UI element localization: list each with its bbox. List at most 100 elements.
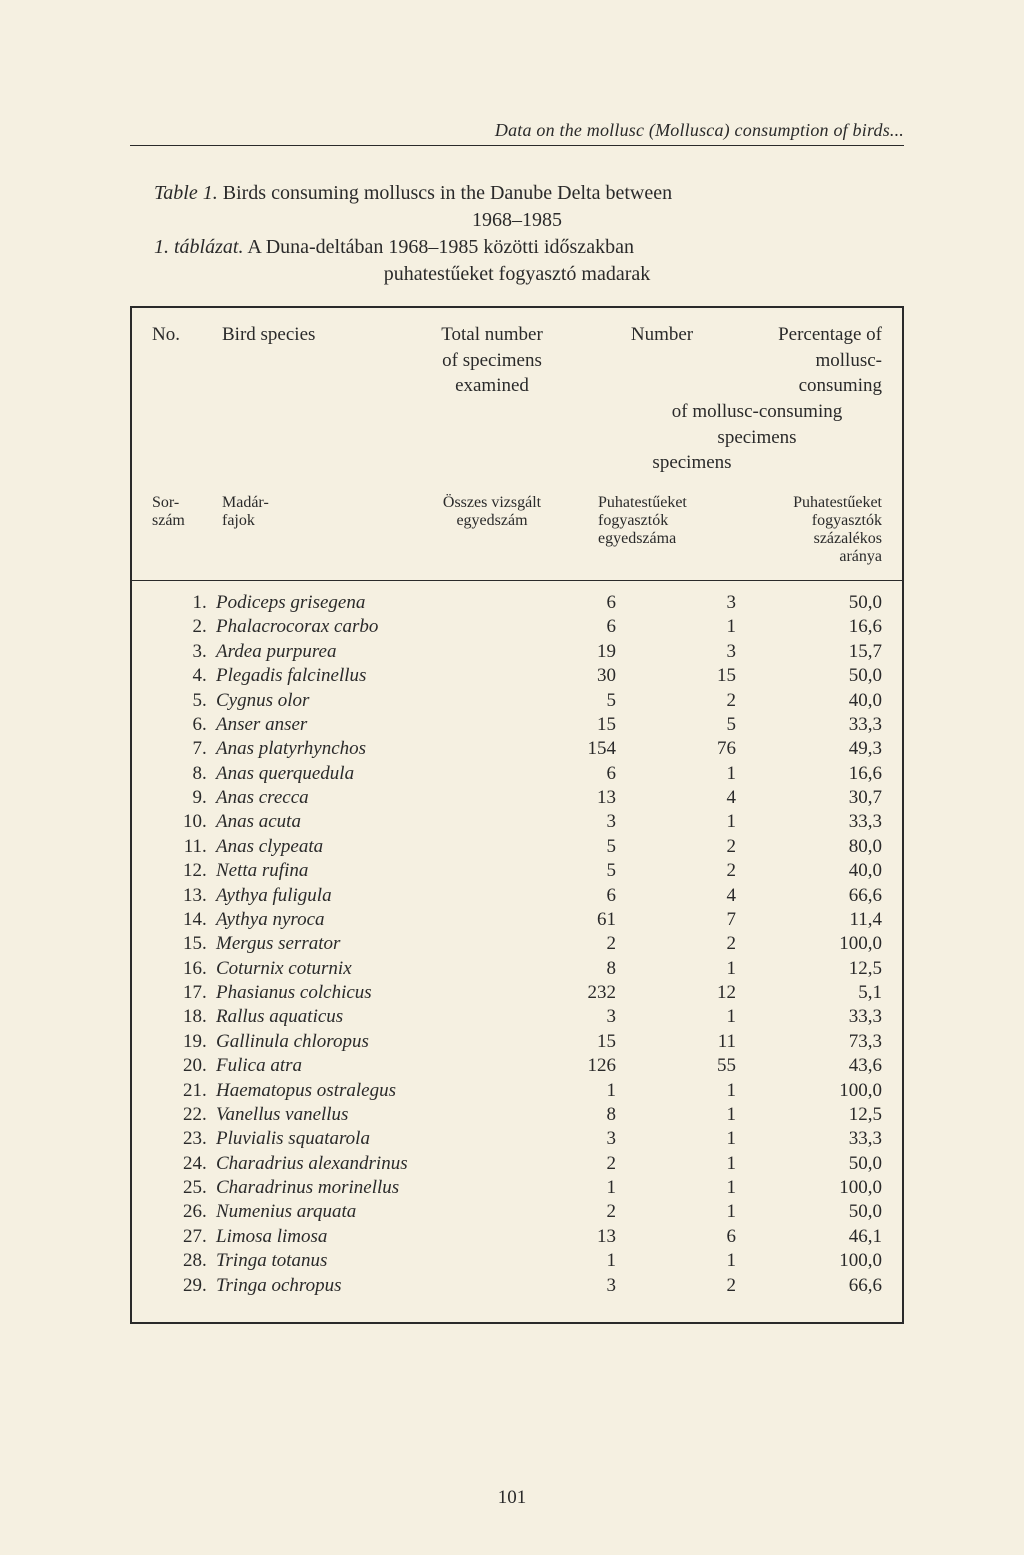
cell-total: 126 xyxy=(506,1054,616,1078)
cell-number: 4 xyxy=(616,786,736,810)
table-row: 19.Gallinula chloropus151173,3 xyxy=(152,1030,882,1054)
cell-total: 154 xyxy=(506,737,616,761)
table-frame: No. Bird species Total number Number Per… xyxy=(130,306,904,1324)
cell-total: 2 xyxy=(506,932,616,956)
table-caption: Table 1. Birds consuming molluscs in the… xyxy=(154,180,880,288)
cell-species: Phasianus colchicus xyxy=(216,981,506,1005)
cell-dot: . xyxy=(202,859,216,883)
hdr-total-l1: Total number xyxy=(392,322,592,348)
cell-percent: 50,0 xyxy=(736,1200,882,1224)
cell-number: 1 xyxy=(616,810,736,834)
cell-dot: . xyxy=(202,1273,216,1297)
cell-percent: 50,0 xyxy=(736,664,882,688)
cell-total: 6 xyxy=(506,761,616,785)
cell-species: Tringa ochropus xyxy=(216,1273,506,1297)
cell-no: 14 xyxy=(152,908,202,932)
hdr-no: No. xyxy=(152,322,222,348)
sub-a-l1: Sor- xyxy=(152,494,222,512)
cell-species: Cygnus olor xyxy=(216,688,506,712)
cell-number: 5 xyxy=(616,713,736,737)
cell-number: 1 xyxy=(616,1005,736,1029)
sub-b-l2: fajok xyxy=(222,512,392,530)
sub-d-l3: egyedszáma xyxy=(598,530,738,548)
cell-percent: 33,3 xyxy=(736,1127,882,1151)
sub-d-l2: fogyasztók xyxy=(598,512,738,530)
cell-total: 5 xyxy=(506,688,616,712)
cell-no: 6 xyxy=(152,713,202,737)
cell-total: 232 xyxy=(506,981,616,1005)
cell-number: 2 xyxy=(616,932,736,956)
sub-e-l3: százalékos xyxy=(738,530,882,548)
cell-percent: 33,3 xyxy=(736,810,882,834)
table-row: 18.Rallus aquaticus3133,3 xyxy=(152,1005,882,1029)
table-row: 13.Aythya fuligula6466,6 xyxy=(152,883,882,907)
cell-total: 1 xyxy=(506,1078,616,1102)
cell-no: 21 xyxy=(152,1078,202,1102)
cell-species: Anas crecca xyxy=(216,786,506,810)
cell-total: 61 xyxy=(506,908,616,932)
cell-no: 1 xyxy=(152,591,202,615)
cell-percent: 66,6 xyxy=(736,883,882,907)
cell-percent: 33,3 xyxy=(736,713,882,737)
cell-dot: . xyxy=(202,1151,216,1175)
cell-dot: . xyxy=(202,591,216,615)
table-row: 1.Podiceps grisegena6350,0 xyxy=(152,591,882,615)
cell-dot: . xyxy=(202,1030,216,1054)
cell-dot: . xyxy=(202,908,216,932)
cell-total: 3 xyxy=(506,1005,616,1029)
table-row: 25.Charadrinus morinellus11100,0 xyxy=(152,1176,882,1200)
table-row: 14.Aythya nyroca61711,4 xyxy=(152,908,882,932)
cell-dot: . xyxy=(202,1005,216,1029)
data-table: 1.Podiceps grisegena6350,02.Phalacrocora… xyxy=(152,591,882,1298)
cell-dot: . xyxy=(202,932,216,956)
cell-dot: . xyxy=(202,713,216,737)
cell-number: 1 xyxy=(616,1078,736,1102)
cell-no: 16 xyxy=(152,956,202,980)
hdr-pct-l1: Percentage of xyxy=(732,322,882,348)
sub-e-l2: fogyasztók xyxy=(738,512,882,530)
cell-number: 1 xyxy=(616,956,736,980)
cell-total: 3 xyxy=(506,1273,616,1297)
cell-number: 1 xyxy=(616,1200,736,1224)
hdr-span-l2: specimens xyxy=(592,450,762,476)
table-row: 17.Phasianus colchicus232125,1 xyxy=(152,981,882,1005)
table-row: 10.Anas acuta3133,3 xyxy=(152,810,882,834)
table-row: 26.Numenius arquata2150,0 xyxy=(152,1200,882,1224)
table-row: 29.Tringa ochropus3266,6 xyxy=(152,1273,882,1297)
cell-species: Gallinula chloropus xyxy=(216,1030,506,1054)
cell-percent: 100,0 xyxy=(736,932,882,956)
cell-total: 15 xyxy=(506,1030,616,1054)
sub-e-l4: aránya xyxy=(738,548,882,566)
cell-total: 19 xyxy=(506,640,616,664)
cell-percent: 11,4 xyxy=(736,908,882,932)
cell-percent: 15,7 xyxy=(736,640,882,664)
cell-no: 13 xyxy=(152,883,202,907)
cell-number: 2 xyxy=(616,835,736,859)
cell-total: 13 xyxy=(506,1225,616,1249)
cell-dot: . xyxy=(202,688,216,712)
sub-c-l2: egyedszám xyxy=(392,512,592,530)
cell-dot: . xyxy=(202,664,216,688)
cell-total: 6 xyxy=(506,615,616,639)
cell-percent: 100,0 xyxy=(736,1249,882,1273)
cell-total: 8 xyxy=(506,1103,616,1127)
cell-no: 5 xyxy=(152,688,202,712)
cell-percent: 66,6 xyxy=(736,1273,882,1297)
cell-no: 26 xyxy=(152,1200,202,1224)
cell-species: Aythya nyroca xyxy=(216,908,506,932)
cell-no: 2 xyxy=(152,615,202,639)
cell-dot: . xyxy=(202,1176,216,1200)
cell-number: 1 xyxy=(616,1103,736,1127)
table-row: 6.Anser anser15533,3 xyxy=(152,713,882,737)
cell-dot: . xyxy=(202,981,216,1005)
table-row: 16.Coturnix coturnix8112,5 xyxy=(152,956,882,980)
hdr-span-l1: of mollusc-consuming specimens xyxy=(592,399,882,450)
cell-percent: 46,1 xyxy=(736,1225,882,1249)
cell-no: 18 xyxy=(152,1005,202,1029)
caption-years: 1968–1985 xyxy=(154,207,880,234)
page: Data on the mollusc (Mollusca) consumpti… xyxy=(0,0,1024,1555)
cell-species: Aythya fuligula xyxy=(216,883,506,907)
cell-dot: . xyxy=(202,1054,216,1078)
cell-no: 27 xyxy=(152,1225,202,1249)
cell-dot: . xyxy=(202,1127,216,1151)
